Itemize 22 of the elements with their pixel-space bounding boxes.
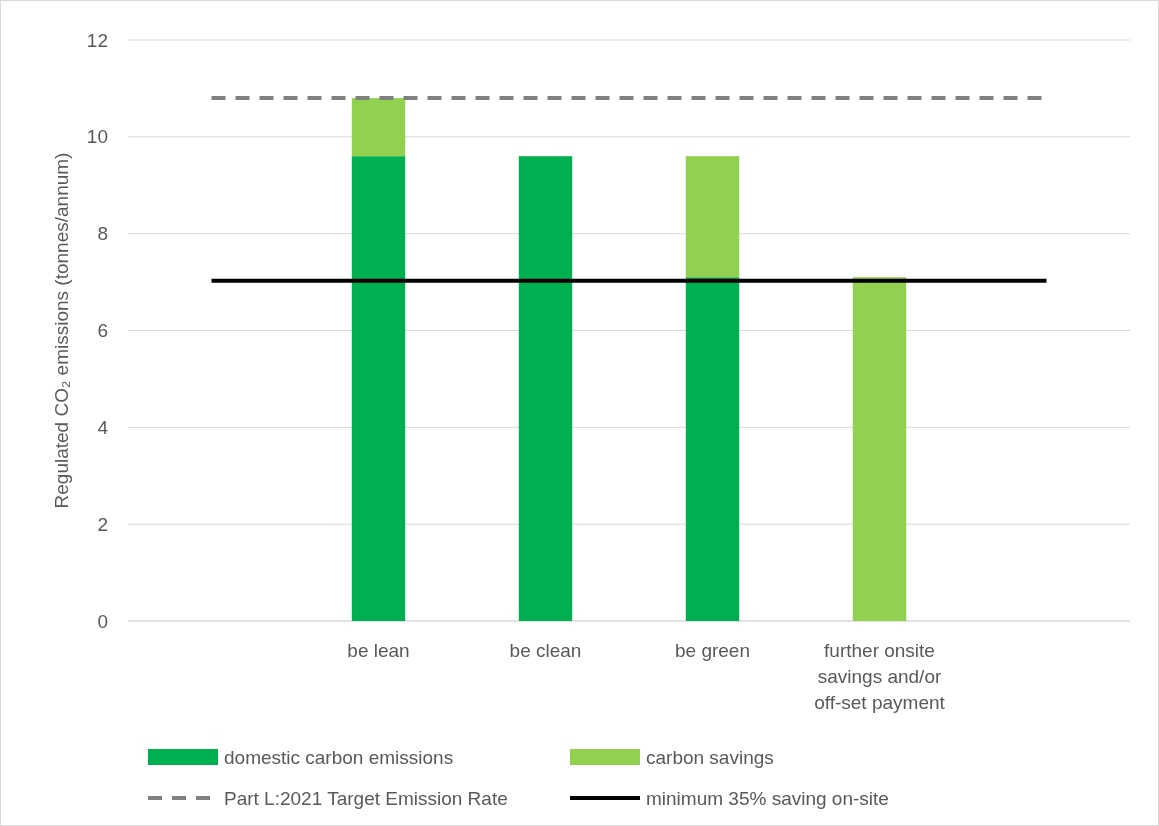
y-tick-label: 4 (97, 416, 109, 438)
y-tick-label: 0 (97, 610, 108, 632)
bar (852, 277, 907, 621)
bar (685, 277, 740, 621)
bar (351, 98, 406, 157)
y-axis-title: Regulated CO₂ emissions (tonnes/annum) (51, 152, 72, 509)
bar (518, 156, 573, 621)
legend-label: carbon savings (646, 746, 774, 768)
bar (685, 156, 740, 278)
legend-label: domestic carbon emissions (224, 746, 454, 768)
y-tick-label: 12 (86, 29, 108, 51)
x-tick-label: further onsite savings and/or off-set payment (814, 640, 946, 713)
legend-label: Part L:2021 Target Emission Rate (224, 787, 508, 809)
legend-label: minimum 35% saving on-site (646, 787, 889, 809)
y-tick-label: 2 (97, 513, 108, 535)
y-tick-label: 8 (97, 223, 108, 245)
x-tick-label: be green (674, 640, 751, 661)
y-tick-label: 10 (86, 126, 108, 148)
bar (351, 156, 406, 621)
x-tick-label: be clean (509, 640, 582, 661)
x-tick-label: be lean (347, 640, 410, 661)
y-tick-label: 6 (97, 320, 108, 342)
